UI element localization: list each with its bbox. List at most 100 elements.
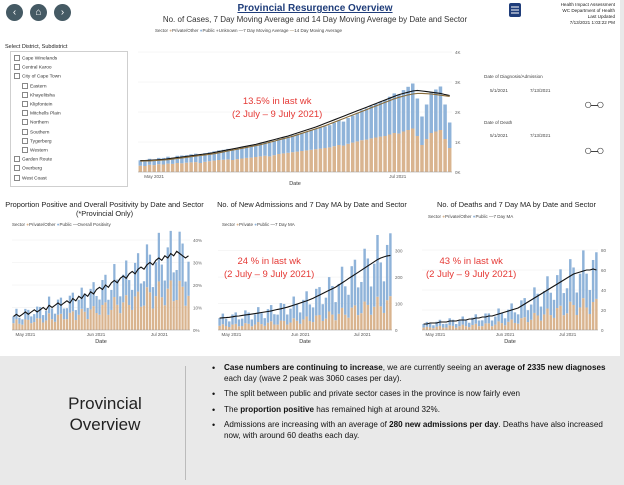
private-bar — [526, 322, 530, 330]
public-bar — [332, 122, 337, 147]
checkbox[interactable] — [14, 64, 20, 71]
y-tick-label: 200 — [395, 275, 403, 280]
checkbox[interactable] — [14, 165, 20, 172]
checkbox[interactable] — [22, 82, 28, 89]
private-bar — [389, 296, 392, 330]
checkbox[interactable] — [22, 91, 28, 98]
checkbox[interactable] — [22, 101, 28, 107]
filter-item[interactable]: Tygerberg — [22, 137, 52, 144]
public-bar — [314, 129, 318, 150]
filter-item[interactable]: Garden Route — [14, 156, 52, 162]
private-bar — [178, 280, 181, 330]
filter-item[interactable]: Klipfontein — [22, 101, 52, 107]
public-bar — [136, 253, 140, 292]
public-bar — [154, 262, 158, 297]
private-bar — [249, 157, 253, 172]
public-bar — [447, 122, 452, 148]
public-bar — [520, 300, 523, 319]
admissions-annotation-line2: (2 July – 9 July 2021) — [224, 269, 315, 280]
private-bar — [21, 324, 24, 330]
public-bar — [451, 319, 455, 326]
private-bar — [276, 324, 279, 330]
checkbox[interactable] — [22, 119, 28, 126]
private-bar — [266, 322, 270, 330]
public-bar — [324, 297, 328, 319]
private-bar — [181, 286, 184, 330]
private-bar — [267, 156, 272, 172]
private-bar — [468, 327, 471, 330]
public-bar — [461, 316, 464, 325]
filter-item[interactable]: West Coast — [14, 174, 47, 181]
y-tick-label: 3K — [455, 80, 461, 85]
public-bar — [443, 104, 447, 139]
death-date-from[interactable]: 5/1/2021 — [490, 133, 508, 138]
private-bar — [353, 305, 357, 330]
public-bar — [231, 314, 234, 325]
private-bar — [448, 325, 451, 330]
checkbox[interactable] — [14, 156, 20, 163]
forward-arrow-icon[interactable]: › — [54, 4, 71, 21]
reset-diagnosis-glasses-icon[interactable]: ○‒○ — [584, 96, 605, 112]
home-icon[interactable]: ⌂ — [30, 4, 47, 21]
public-bar — [484, 313, 487, 324]
checkbox[interactable] — [14, 174, 20, 181]
filter-item[interactable]: Cape Winelands — [14, 55, 57, 61]
filter-item[interactable]: Western — [22, 147, 48, 153]
back-arrow-icon[interactable]: ‹ — [6, 4, 23, 21]
private-bar — [184, 305, 187, 330]
public-bar — [298, 312, 302, 324]
filter-item[interactable]: Mitchells Plain — [22, 110, 61, 116]
private-bar — [529, 319, 533, 330]
checkbox[interactable] — [22, 137, 28, 144]
y-tick-label: 2K — [455, 110, 461, 115]
private-bar — [77, 314, 80, 330]
private-bar — [143, 166, 147, 172]
private-bar — [369, 138, 373, 172]
public-bar — [116, 279, 119, 305]
checkbox[interactable] — [22, 110, 28, 117]
checkbox[interactable] — [22, 128, 28, 135]
cases-annotation: 13.5% in last wk (2 July – 9 July 2021) — [232, 95, 322, 121]
reset-death-glasses-icon[interactable]: ○‒○ — [584, 142, 605, 158]
private-bar — [464, 326, 468, 330]
checkbox[interactable] — [14, 55, 20, 61]
public-bar — [562, 293, 566, 316]
private-bar — [503, 325, 507, 330]
private-bar — [166, 288, 169, 330]
legend-public: Public — [59, 222, 72, 227]
public-bar — [435, 321, 438, 327]
diagnosis-date-from[interactable]: 5/1/2021 — [490, 88, 508, 93]
cases-annotation-line2: (2 July – 9 July 2021) — [232, 109, 323, 120]
public-bar — [434, 89, 438, 132]
public-bar — [304, 131, 309, 151]
series-line — [219, 254, 391, 319]
checkbox[interactable] — [14, 73, 20, 80]
public-bar — [428, 323, 432, 328]
private-bar — [569, 301, 572, 330]
filter-item[interactable]: Northern — [22, 119, 49, 126]
private-bar — [113, 297, 116, 330]
diagnosis-date-to[interactable]: 7/13/2021 — [530, 88, 551, 93]
filter-item[interactable]: Khayelitsha — [22, 91, 55, 98]
private-bar — [340, 307, 344, 330]
private-bar — [507, 321, 510, 330]
filter-item[interactable]: Overberg — [14, 165, 42, 172]
private-bar — [235, 159, 240, 172]
public-bar — [353, 259, 357, 306]
filter-item-label: Mitchells Plain — [30, 111, 61, 117]
filter-item[interactable]: Southern — [22, 128, 49, 135]
public-bar — [311, 307, 315, 323]
filter-item[interactable]: Eastern — [22, 82, 47, 89]
death-date-to[interactable]: 7/13/2021 — [530, 133, 551, 138]
private-bar — [101, 304, 104, 330]
district-filter-list[interactable]: Cape Winelands Central Karoo City of Cape … — [10, 51, 128, 187]
filter-item-label: Garden Route — [22, 157, 53, 163]
checkbox[interactable] — [22, 147, 28, 153]
filter-item[interactable]: City of Cape Town — [14, 73, 61, 80]
private-bar — [142, 305, 146, 330]
filter-item[interactable]: Central Karoo — [14, 64, 52, 70]
private-bar — [169, 280, 172, 330]
public-bar — [39, 306, 42, 319]
private-bar — [71, 311, 74, 330]
private-bar — [334, 320, 337, 330]
